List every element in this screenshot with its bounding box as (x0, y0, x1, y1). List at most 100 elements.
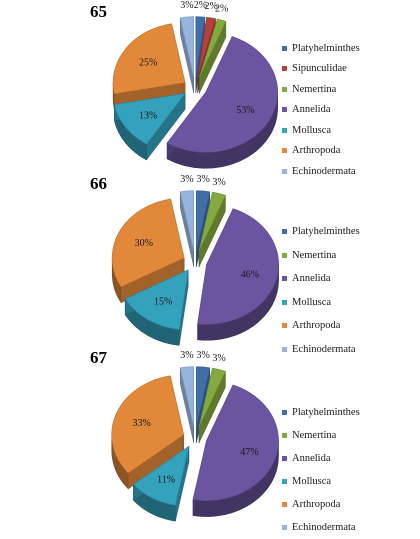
legend-label: Nemertina (292, 83, 337, 95)
legend-label: Platyhelminthes (292, 226, 360, 238)
pie-top-layer (112, 16, 278, 153)
legend-label: Platyhelminthes (292, 42, 360, 54)
chart-title: 67 (90, 348, 107, 367)
legend-label: Arthropoda (292, 499, 341, 510)
legend-swatch (282, 502, 287, 507)
pie-slice-nemertina (198, 367, 226, 428)
pie-slice-arthropoda (111, 375, 185, 474)
legend-item: Echinodermata (282, 161, 360, 182)
legend-swatch (282, 456, 287, 461)
pie-data-label: 13% (139, 110, 157, 121)
pie-slice-nemertina (199, 18, 227, 78)
legend-66: Platyhelminthes Nemertina Annelida Mollu… (282, 220, 360, 361)
pie-slice-echinodermata (179, 190, 194, 251)
pie-data-label: 2% (204, 1, 217, 12)
legend-swatch (282, 525, 287, 530)
pie-chart-67: 3% 3%47%11%33%3% (111, 350, 279, 522)
pie-chart-66: 3% 3%46%15%30%3% (111, 174, 279, 346)
pie-data-label: 53% (236, 105, 254, 116)
legend-label: Nemertina (292, 430, 337, 441)
pie-chart-65: 2%2%2%53%13%25%3% (112, 0, 278, 169)
legend-swatch (282, 299, 287, 305)
chart-panel-65: 65 2% 2% 2% 53% 13% 25% 3% Platyhelminthes Sip… (0, 0, 420, 178)
pie-data-label: 33% (133, 418, 151, 429)
pie-data-label: 11% (157, 474, 175, 485)
pie-slice-echinodermata (179, 16, 194, 77)
legend-swatch (282, 127, 287, 133)
legend-item: Arthropoda (282, 493, 360, 516)
legend-item: Echinodermata (282, 516, 360, 539)
pie-slice-platyhelminthes (196, 190, 211, 251)
legend-item: Arthropoda (282, 314, 360, 338)
legend-swatch (282, 346, 287, 352)
legend-item: Arthropoda (282, 141, 360, 162)
chart-title: 66 (90, 174, 107, 193)
pie-slice-mollusca (124, 269, 189, 330)
legend-label: Annelida (292, 273, 331, 285)
legend-item: Nemertina (282, 244, 360, 268)
legend-67: Platyhelminthes Nemertina Annelida Mollu… (282, 401, 360, 539)
pie-data-label: 3% (180, 174, 193, 185)
pie-slice-arthropoda (112, 23, 186, 95)
legend-swatch (282, 45, 287, 51)
legend-label: Echinodermata (292, 165, 356, 177)
pie-label-layer: 2%2%2%53%13%25%3% (139, 0, 255, 121)
pie-data-label: 47% (240, 447, 258, 458)
pie-data-label: 3% (180, 0, 193, 11)
legend-label: Mollusca (292, 476, 332, 487)
legend-swatch (282, 107, 287, 113)
chart-title: 65 (90, 2, 107, 21)
legend-label: Annelida (292, 104, 331, 116)
pie-data-label: 3% (212, 177, 225, 188)
pie-label-layer: 3% 3%47%11%33%3% (133, 350, 259, 485)
legend-label: Annelida (292, 453, 331, 464)
pie-slice-annelida (192, 384, 279, 501)
pie-data-label: 30% (135, 238, 153, 249)
legend-item: Nemertina (282, 424, 360, 447)
legend-item: Annelida (282, 447, 360, 470)
pie-data-label: 46% (241, 270, 259, 281)
pie-data-label: 3% (212, 353, 225, 364)
pie-top-layer (111, 366, 279, 506)
pie-data-label: 3% (196, 350, 209, 361)
legend-label: Platyhelminthes (292, 407, 360, 418)
legend-65: Platyhelminthes Sipunculidae Nemertina A… (282, 38, 360, 182)
legend-item: Sipunculidae (282, 59, 360, 80)
legend-swatch (282, 66, 287, 72)
legend-swatch (282, 433, 287, 438)
pie-data-label: 3% (180, 350, 193, 361)
pie-slice-annelida (166, 36, 278, 153)
pie-slice-platyhelminthes (195, 16, 206, 77)
legend-swatch (282, 276, 287, 282)
legend-label: Mollusca (292, 124, 332, 136)
legend-label: Nemertina (292, 249, 337, 261)
legend-item: Platyhelminthes (282, 401, 360, 424)
legend-swatch (282, 229, 287, 235)
legend-label: Arthropoda (292, 145, 341, 157)
legend-swatch (282, 148, 287, 154)
pie-slice-mollusca (132, 445, 190, 506)
legend-label: Echinodermata (292, 522, 356, 533)
legend-item: Mollusca (282, 470, 360, 493)
pie-slice-platyhelminthes (196, 366, 211, 427)
legend-item: Platyhelminthes (282, 220, 360, 244)
pie-slice-nemertina (198, 191, 226, 252)
pie-slice-sipunculidae (197, 16, 216, 77)
legend-label: Sipunculidae (292, 63, 347, 75)
pie-data-label: 25% (139, 58, 157, 69)
legend-item: Mollusca (282, 291, 360, 315)
chart-panel-67: 67 3% 3% 47% 11% 33% 3% Platyhelminthes Nemer… (0, 346, 420, 533)
pie-data-label: 3% (196, 174, 209, 185)
legend-swatch (282, 323, 287, 329)
legend-label: Arthropoda (292, 320, 341, 332)
legend-item: Mollusca (282, 120, 360, 141)
pie-data-label: 2% (215, 4, 228, 15)
pie-slice-mollusca (113, 92, 186, 145)
legend-swatch (282, 86, 287, 92)
pie-slice-arthropoda (111, 198, 185, 288)
legend-label: Echinodermata (292, 343, 356, 355)
pie-slice-annelida (197, 208, 279, 325)
legend-item: Echinodermata (282, 338, 360, 362)
chart-panel-66: 66 3% 3% 46% 15% 30% 3% Platyhelminthes Nemer… (0, 172, 420, 355)
pie-data-label: 2% (194, 0, 207, 11)
